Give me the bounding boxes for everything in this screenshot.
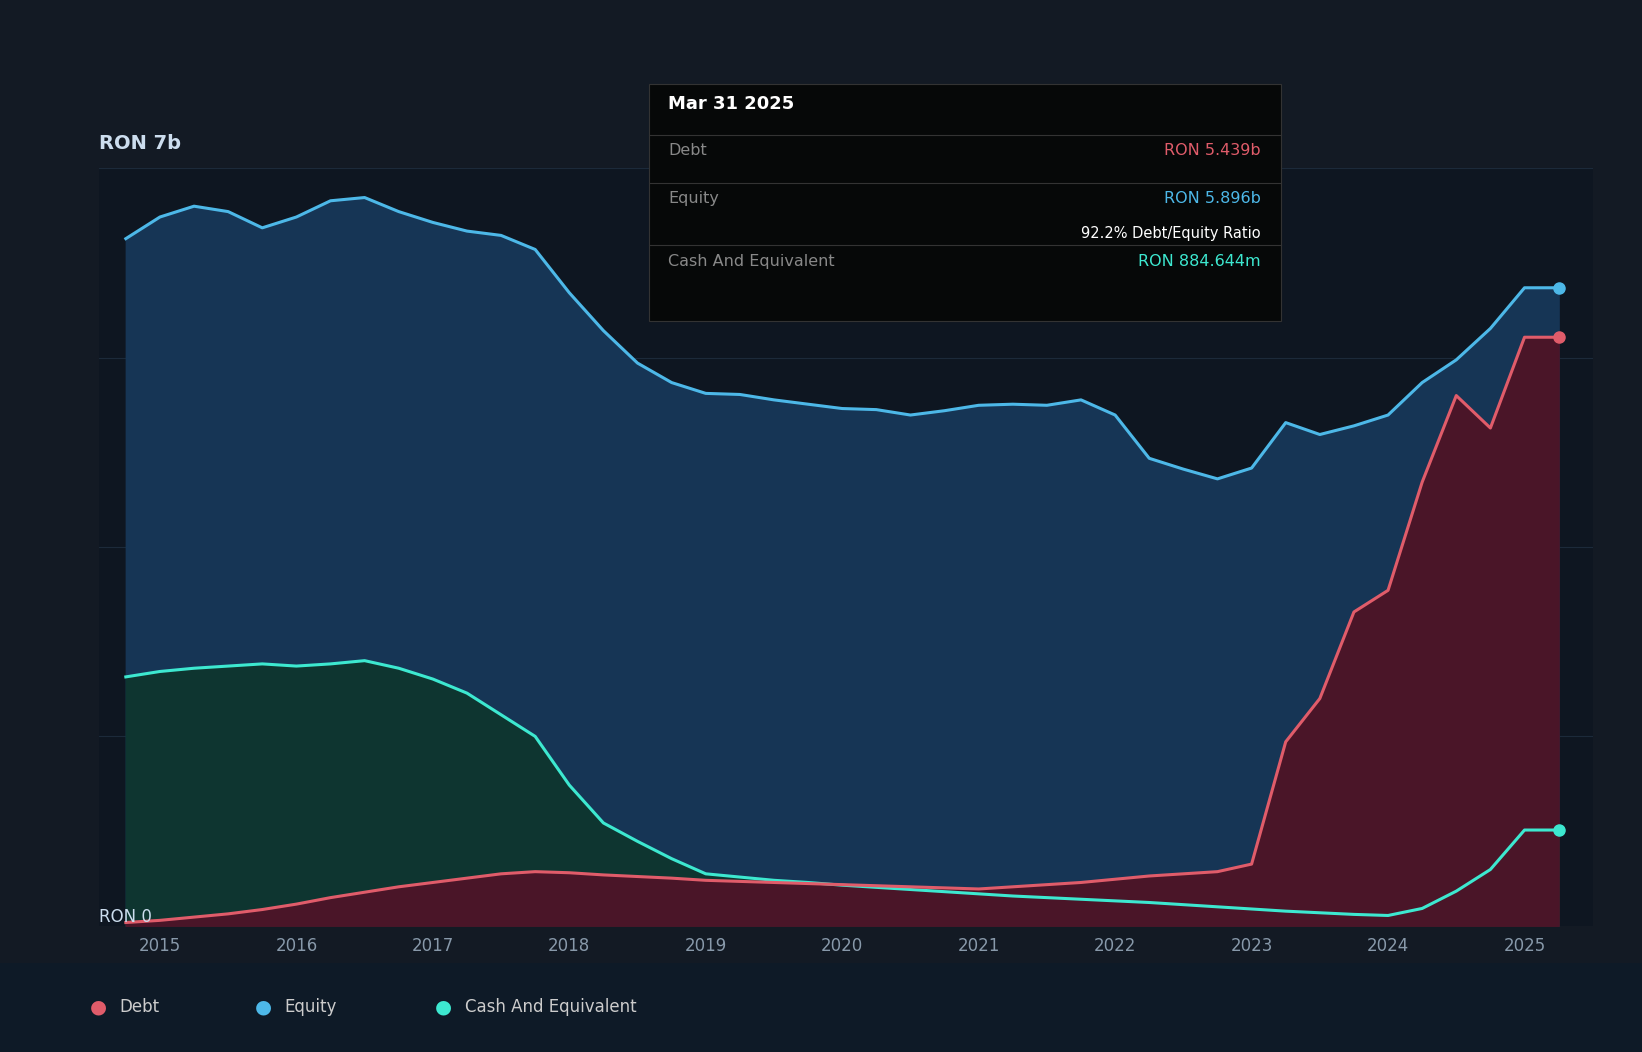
Text: ●: ●	[90, 997, 107, 1016]
Text: RON 5.896b: RON 5.896b	[1164, 191, 1261, 206]
Text: RON 5.439b: RON 5.439b	[1164, 143, 1261, 158]
Text: Debt: Debt	[668, 143, 708, 158]
Text: RON 0: RON 0	[99, 908, 151, 926]
Text: Mar 31 2025: Mar 31 2025	[668, 95, 795, 113]
Text: Debt: Debt	[120, 997, 159, 1016]
Text: RON 884.644m: RON 884.644m	[1138, 254, 1261, 268]
Text: Cash And Equivalent: Cash And Equivalent	[668, 254, 834, 268]
Text: RON 7b: RON 7b	[99, 134, 181, 153]
Text: ●: ●	[435, 997, 452, 1016]
Text: ●: ●	[255, 997, 271, 1016]
Text: 92.2% Debt/Equity Ratio: 92.2% Debt/Equity Ratio	[1082, 226, 1261, 241]
Text: Equity: Equity	[668, 191, 719, 206]
Text: Cash And Equivalent: Cash And Equivalent	[465, 997, 637, 1016]
Text: Equity: Equity	[284, 997, 337, 1016]
